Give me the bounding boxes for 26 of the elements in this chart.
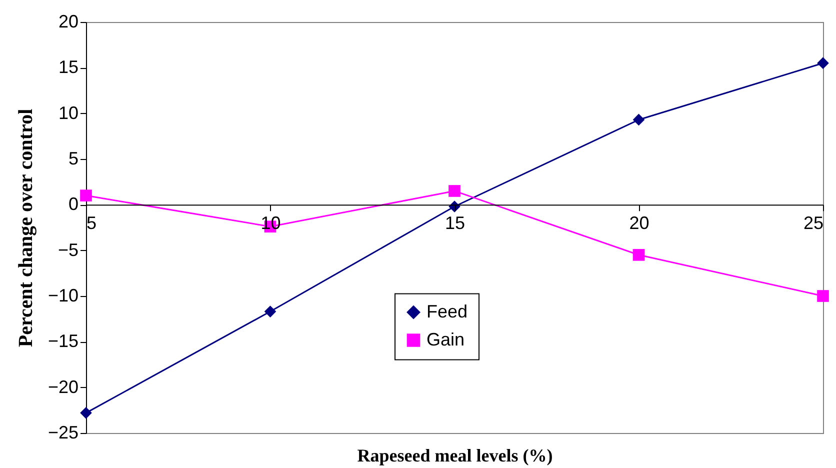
legend-label: Gain bbox=[426, 329, 465, 350]
y-tick-label: 20 bbox=[58, 12, 78, 32]
x-tick-label: 15 bbox=[444, 213, 466, 234]
y-tick-label: −15 bbox=[48, 331, 78, 352]
y-tick-label: 10 bbox=[58, 102, 78, 123]
x-tick-label: 25 bbox=[803, 213, 824, 234]
y-tick-label: −20 bbox=[48, 376, 78, 397]
x-tick-label: 20 bbox=[629, 213, 650, 234]
point bbox=[817, 290, 829, 302]
point bbox=[264, 306, 276, 318]
y-tick-label: −25 bbox=[48, 422, 78, 442]
x-tick-label: 5 bbox=[86, 213, 97, 234]
point bbox=[80, 406, 92, 419]
y-tick-label: 5 bbox=[68, 148, 78, 168]
point bbox=[632, 248, 645, 261]
y-tick-label: 0 bbox=[68, 194, 78, 214]
point bbox=[817, 57, 829, 70]
y-axis-title: Percent change over control bbox=[14, 108, 37, 348]
point bbox=[448, 185, 460, 197]
point bbox=[80, 190, 92, 202]
legend-label: Feed bbox=[426, 301, 468, 322]
y-tick-label: −10 bbox=[48, 286, 78, 306]
point bbox=[632, 114, 645, 126]
y-tick-label: 15 bbox=[58, 57, 78, 78]
x-axis-title: Rapeseed meal levels (%) bbox=[357, 446, 553, 466]
y-tick-label: −5 bbox=[58, 240, 78, 260]
